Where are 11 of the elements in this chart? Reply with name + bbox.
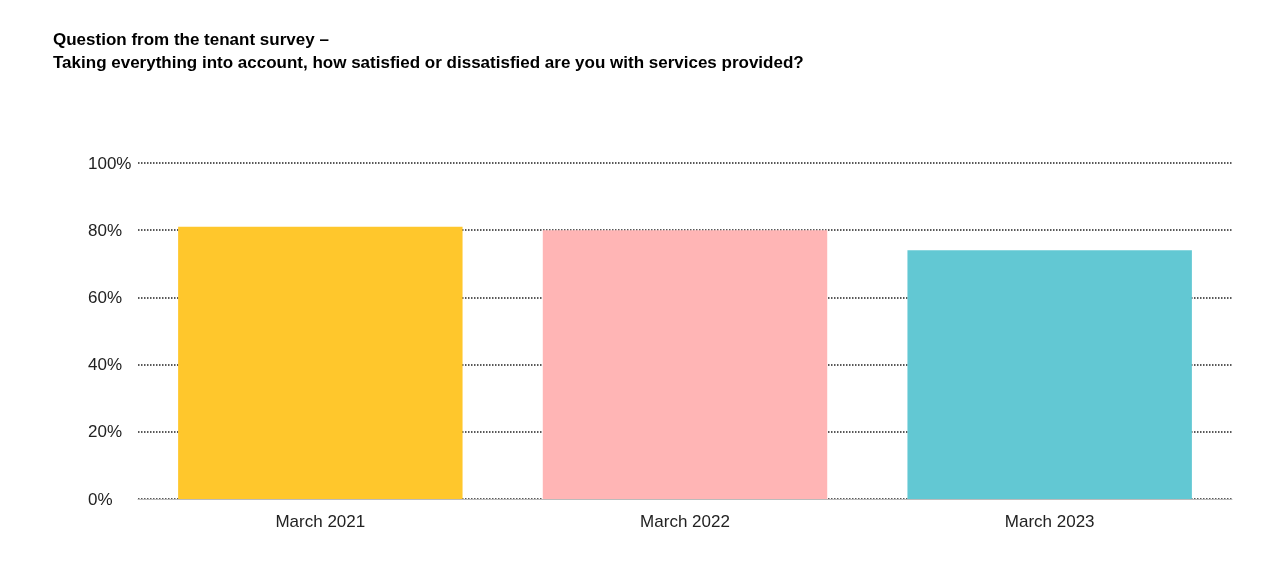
chart-title: Question from the tenant survey – xyxy=(53,30,329,49)
y-tick-label: 80% xyxy=(88,220,123,240)
y-tick-label: 40% xyxy=(88,355,123,375)
y-tick-label: 0% xyxy=(88,489,113,509)
y-tick-label: 60% xyxy=(88,287,123,307)
chart-subtitle: Taking everything into account, how satisfied or dissatisfied are you with services provided? xyxy=(53,53,804,72)
x-tick-label: March 2022 xyxy=(640,512,730,531)
y-tick-label: 100% xyxy=(88,153,132,173)
y-tick-label: 20% xyxy=(88,422,123,442)
x-tick-label: March 2021 xyxy=(275,512,366,531)
x-tick-label: March 2023 xyxy=(1004,512,1095,531)
